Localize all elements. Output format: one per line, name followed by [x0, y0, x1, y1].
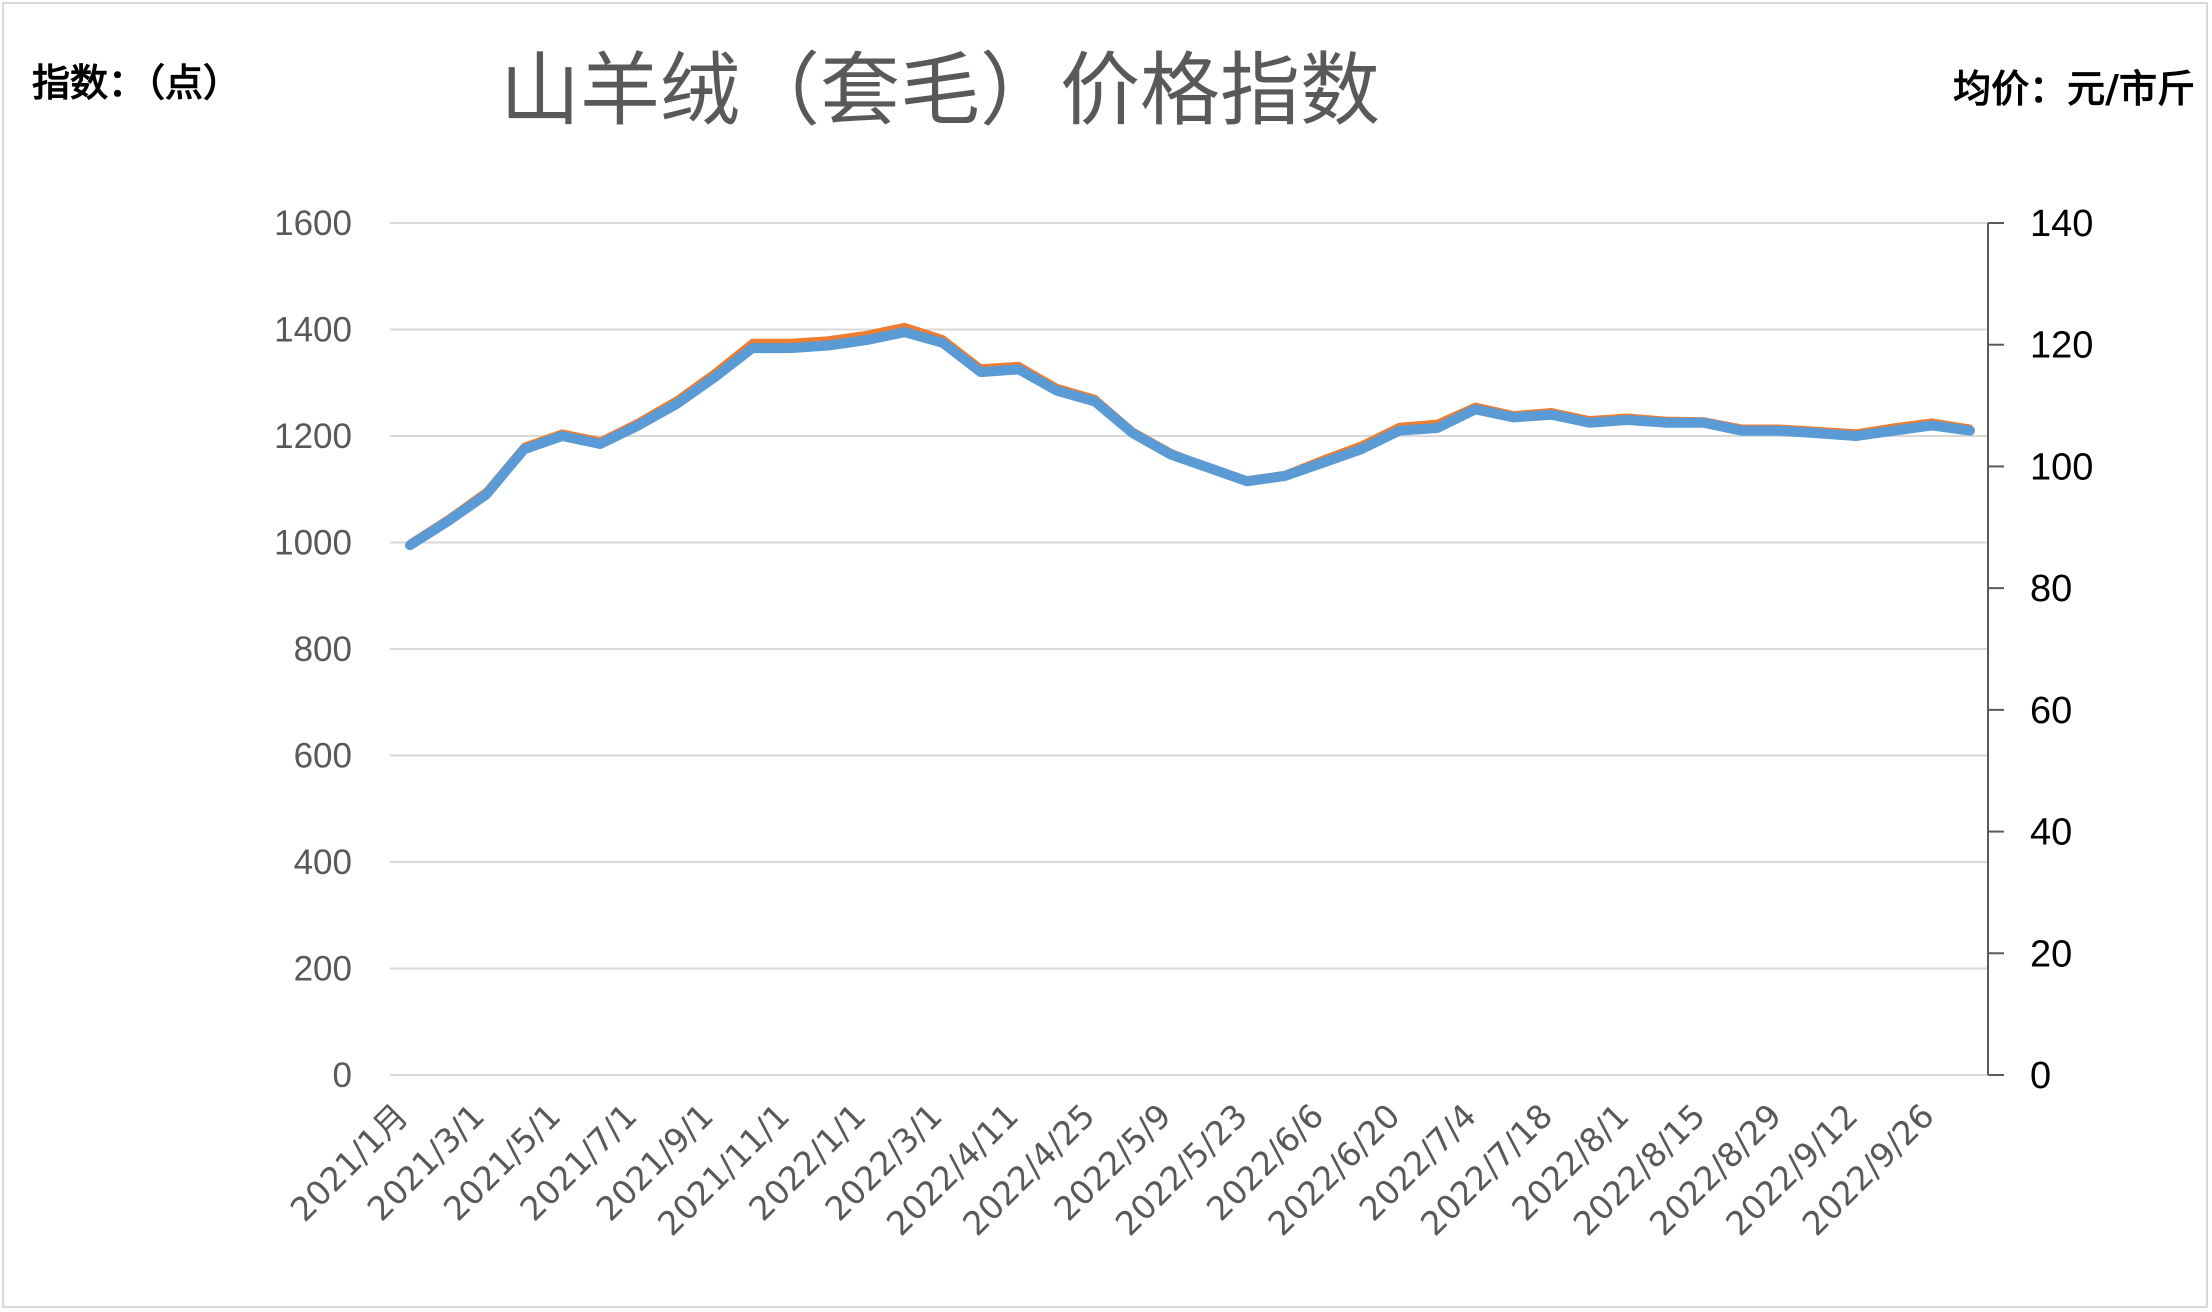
- left-axis-title: 指数：（点）: [32, 61, 241, 105]
- right-y-tick-label: 100: [2030, 446, 2093, 488]
- index-series-line: [405, 327, 1975, 551]
- left-y-tick-label: 1400: [274, 311, 352, 350]
- left-y-tick-label: 200: [294, 950, 352, 989]
- right-y-tick-label: 20: [2030, 933, 2072, 975]
- right-axis-title: 均价：元/市斤: [1953, 67, 2195, 111]
- left-y-tick-label: 400: [294, 843, 352, 882]
- left-y-tick-label: 0: [333, 1056, 352, 1095]
- left-y-tick-label: 600: [294, 737, 352, 776]
- left-y-tick-label: 1000: [274, 524, 352, 563]
- chart-title: 山羊绒（套毛）价格指数: [500, 44, 1380, 137]
- series-lines: [405, 322, 1975, 551]
- left-y-tick-label: 1600: [274, 204, 352, 243]
- right-y-tick-label: 40: [2030, 812, 2072, 854]
- right-y-tick-label: 80: [2030, 568, 2072, 610]
- right-y-tick-label: 0: [2030, 1055, 2051, 1097]
- tick-labels: 0 200 400 600 800 1000 1200 1400 1600 0 20 40 60 80 10…: [274, 203, 2093, 1243]
- right-y-tick-label: 60: [2030, 690, 2072, 732]
- right-y-tick-label: 120: [2030, 325, 2093, 367]
- axes: [1987, 222, 2004, 1076]
- left-y-tick-label: 1200: [274, 417, 352, 456]
- gridlines: [390, 222, 1988, 1076]
- left-y-tick-label: 800: [294, 630, 352, 669]
- right-y-tick-label: 140: [2030, 203, 2093, 245]
